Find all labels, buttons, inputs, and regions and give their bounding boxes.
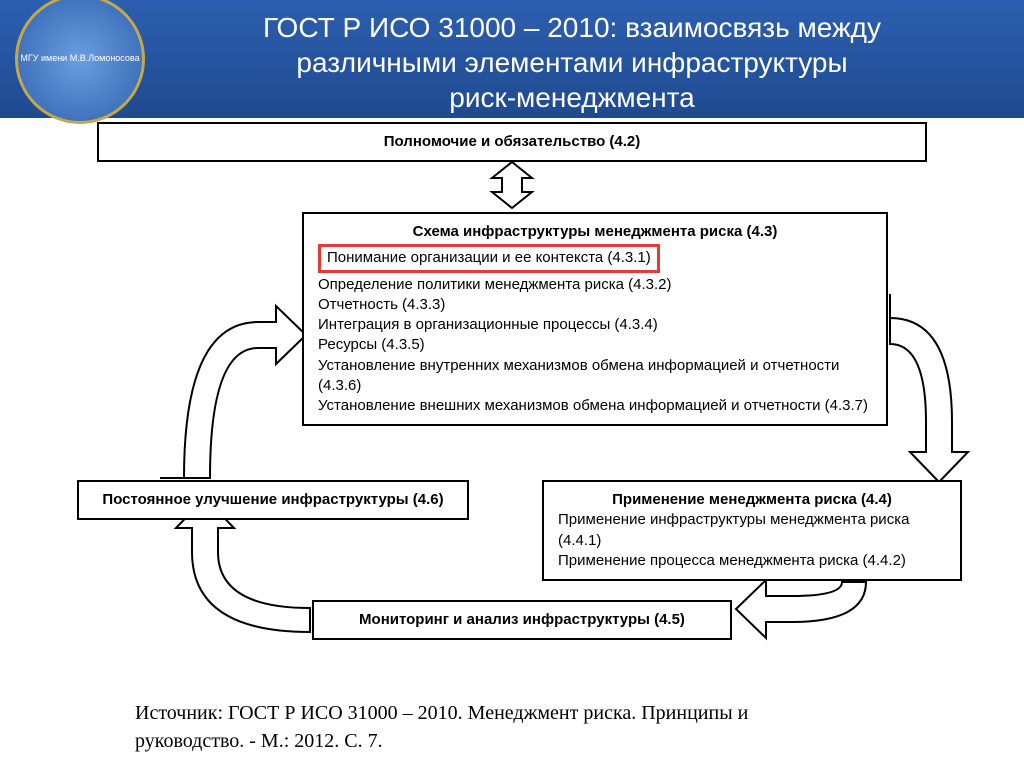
title-line-2: различными элементами инфраструктуры xyxy=(296,47,847,78)
source-citation: Источник: ГОСТ Р ИСО 31000 – 2010. Менед… xyxy=(135,699,915,755)
arrow-down-left-icon xyxy=(736,580,866,638)
slide-header: МГУ имени М.В.Ломоносова ГОСТ Р ИСО 3100… xyxy=(0,0,1024,118)
flowchart-diagram: Полномочие и обязательство (4.2) Схема и… xyxy=(32,122,992,682)
box-framework-item: Ресурсы (4.3.5) xyxy=(318,335,872,355)
box-framework-title: Схема инфраструктуры менеджмента риска (… xyxy=(318,222,872,242)
box-framework-item-highlighted: Понимание организации и ее контекста (4.… xyxy=(318,244,660,272)
box-framework-item: Установление внешних механизмов обмена и… xyxy=(318,396,872,416)
slide-title: ГОСТ Р ИСО 31000 – 2010: взаимосвязь меж… xyxy=(150,4,1014,115)
box-framework-item: Определение политики менеджмента риска (… xyxy=(318,275,872,295)
box-implementing: Применение менеджмента риска (4.4) Приме… xyxy=(542,480,962,581)
box-implementing-item: Применение процесса менеджмента риска (4… xyxy=(558,551,946,571)
arrow-right-down-icon xyxy=(890,294,968,482)
box-framework: Схема инфраструктуры менеджмента риска (… xyxy=(302,212,888,426)
logo: МГУ имени М.В.Ломоносова xyxy=(10,0,150,118)
title-line-3: риск-менеджмента xyxy=(449,82,694,113)
box-monitoring-title: Мониторинг и анализ инфраструктуры (4.5) xyxy=(328,610,716,630)
box-improvement: Постоянное улучшение инфраструктуры (4.6… xyxy=(77,480,469,520)
box-monitoring: Мониторинг и анализ инфраструктуры (4.5) xyxy=(312,600,732,640)
source-line-1: Источник: ГОСТ Р ИСО 31000 – 2010. Менед… xyxy=(135,702,748,724)
logo-text: МГУ имени М.В.Ломоносова xyxy=(20,54,139,64)
box-framework-item: Отчетность (4.3.3) xyxy=(318,295,872,315)
box-improvement-title: Постоянное улучшение инфраструктуры (4.6… xyxy=(93,490,453,510)
box-implementing-item: Применение инфраструктуры менеджмента ри… xyxy=(558,510,946,551)
box-mandate-title: Полномочие и обязательство (4.2) xyxy=(113,132,911,152)
box-mandate: Полномочие и обязательство (4.2) xyxy=(97,122,927,162)
title-line-1: ГОСТ Р ИСО 31000 – 2010: взаимосвязь меж… xyxy=(263,12,881,43)
arrow-up-right-icon xyxy=(160,306,306,478)
box-framework-item: Интеграция в организационные процессы (4… xyxy=(318,315,872,335)
logo-circle: МГУ имени М.В.Ломоносова xyxy=(15,0,145,124)
box-framework-item: Установление внутренних механизмов обмен… xyxy=(318,356,872,397)
source-line-2: руководство. - М.: 2012. С. 7. xyxy=(135,730,383,752)
box-implementing-title: Применение менеджмента риска (4.4) xyxy=(558,490,946,510)
arrow-bidirectional-icon xyxy=(492,162,532,208)
